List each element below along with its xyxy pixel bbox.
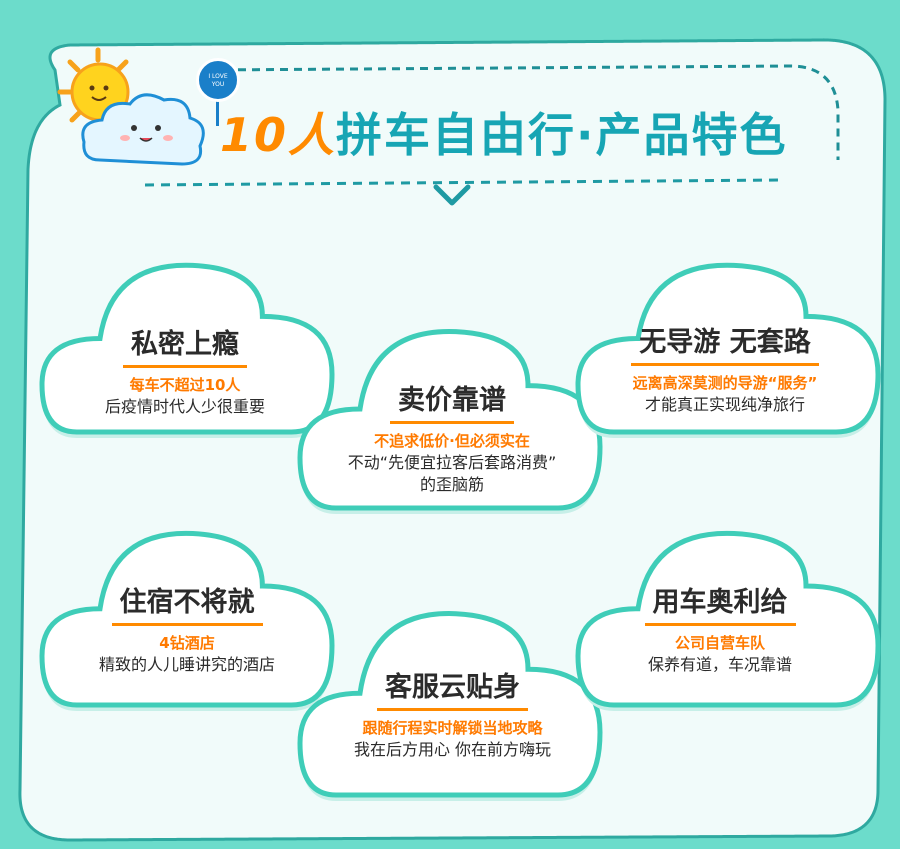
love-badge-icon: I LOVE YOU — [196, 58, 240, 102]
chevron-down-icon — [433, 184, 471, 206]
feature-highlight: 远离高深莫测的导游“服务” — [632, 374, 818, 392]
feature-desc: 才能真正实现纯净旅行 — [644, 395, 805, 414]
title-dash-line — [144, 178, 781, 187]
feature-desc: 后疫情时代人少很重要 — [104, 397, 265, 416]
feature-title: 用车奥利给 — [644, 580, 796, 626]
feature-desc: 不动“先便宜拉客后套路消费” — [347, 453, 557, 472]
feature-desc: 保养有道，车况靠谱 — [647, 655, 792, 674]
title-rest: 拼车自由行·产品特色 — [336, 108, 788, 162]
feature-card-hotel: 住宿不将就 4钻酒店 精致的人儿睡讲究的酒店 — [62, 580, 312, 675]
feature-cloud-shape — [39, 262, 335, 435]
page-title: 10人 拼车自由行·产品特色 — [220, 92, 788, 172]
feature-cloud-shape — [575, 530, 881, 708]
feature-cloud-shape — [297, 329, 603, 511]
feature-highlight: 不追求低价·但必须实在 — [374, 432, 530, 450]
feature-cloud-shape — [39, 530, 335, 708]
feature-card-private: 私密上瘾 每车不超过10人 后疫情时代人少很重要 — [60, 322, 310, 417]
feature-card-no-guide: 无导游 无套路 远离高深莫测的导游“服务” 才能真正实现纯净旅行 — [590, 320, 860, 415]
smiling-cloud-icon — [81, 93, 205, 166]
feature-title: 客服云贴身 — [377, 665, 528, 711]
lollipop-stick — [216, 100, 219, 126]
feature-title: 住宿不将就 — [111, 580, 263, 626]
feature-card-car: 用车奥利给 公司自营车队 保养有道，车况靠谱 — [590, 580, 850, 675]
feature-title: 私密上瘾 — [123, 322, 247, 368]
feature-title: 无导游 无套路 — [631, 320, 819, 366]
feature-highlight: 每车不超过10人 — [129, 376, 241, 394]
feature-cloud-shape — [575, 262, 881, 435]
title-number: 10人 — [220, 108, 337, 162]
feature-title: 卖价靠谱 — [390, 378, 514, 424]
feature-cloud-shape — [297, 611, 603, 798]
badge-line1: I LOVE — [208, 73, 228, 80]
feature-card-price: 卖价靠谱 不追求低价·但必须实在 不动“先便宜拉客后套路消费” 的歪脑筋 — [312, 378, 592, 495]
feature-desc: 我在后方用心 你在前方嗨玩 — [353, 740, 552, 759]
feature-highlight: 跟随行程实时解锁当地攻略 — [362, 719, 543, 737]
feature-highlight: 公司自营车队 — [674, 634, 765, 652]
feature-card-service: 客服云贴身 跟随行程实时解锁当地攻略 我在后方用心 你在前方嗨玩 — [315, 665, 590, 760]
feature-highlight: 4钻酒店 — [159, 634, 215, 652]
badge-line2: YOU — [211, 81, 225, 88]
feature-desc: 精致的人儿睡讲究的酒店 — [98, 655, 275, 674]
feature-desc: 的歪脑筋 — [419, 475, 484, 494]
board-dash-border — [209, 64, 840, 160]
